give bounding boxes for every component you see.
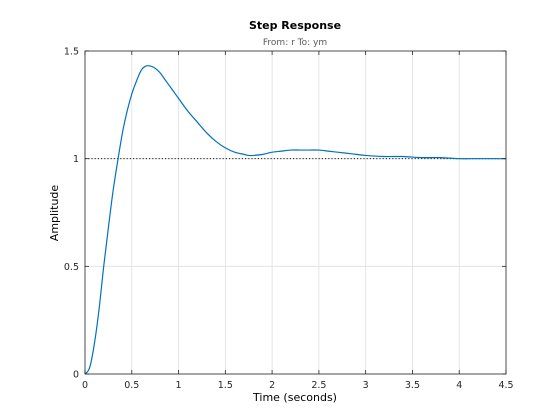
x-tick-label: 1 <box>176 380 182 391</box>
chart-title: Step Response <box>249 19 341 32</box>
axis-ticks <box>84 50 507 375</box>
x-tick-label: 3 <box>363 380 369 391</box>
x-tick-label: 4.5 <box>498 380 513 391</box>
y-tick-label: 0.5 <box>64 262 79 273</box>
y-tick-labels: 0 0.5 1 1.5 <box>64 47 79 381</box>
chart-subtitle: From: r To: ym <box>263 38 327 48</box>
y-tick-label: 0 <box>73 370 79 381</box>
x-tick-label: 0.5 <box>124 380 139 391</box>
x-tick-label: 4 <box>456 380 462 391</box>
y-tick-label: 1 <box>73 154 79 165</box>
x-axis-label: Time (seconds) <box>252 391 337 404</box>
x-tick-label: 1.5 <box>218 380 233 391</box>
plot-area <box>85 51 506 374</box>
x-tick-labels: 0 0.5 1 1.5 2 2.5 3 3.5 4 4.5 <box>82 380 514 391</box>
y-axis-label: Amplitude <box>48 185 61 242</box>
y-tick-label: 1.5 <box>64 47 79 58</box>
x-tick-label: 2.5 <box>311 380 326 391</box>
plot-border <box>84 50 507 375</box>
step-response-line <box>84 65 506 375</box>
x-tick-label: 3.5 <box>405 380 420 391</box>
x-tick-label: 0 <box>82 380 88 391</box>
x-tick-label: 2 <box>269 380 275 391</box>
